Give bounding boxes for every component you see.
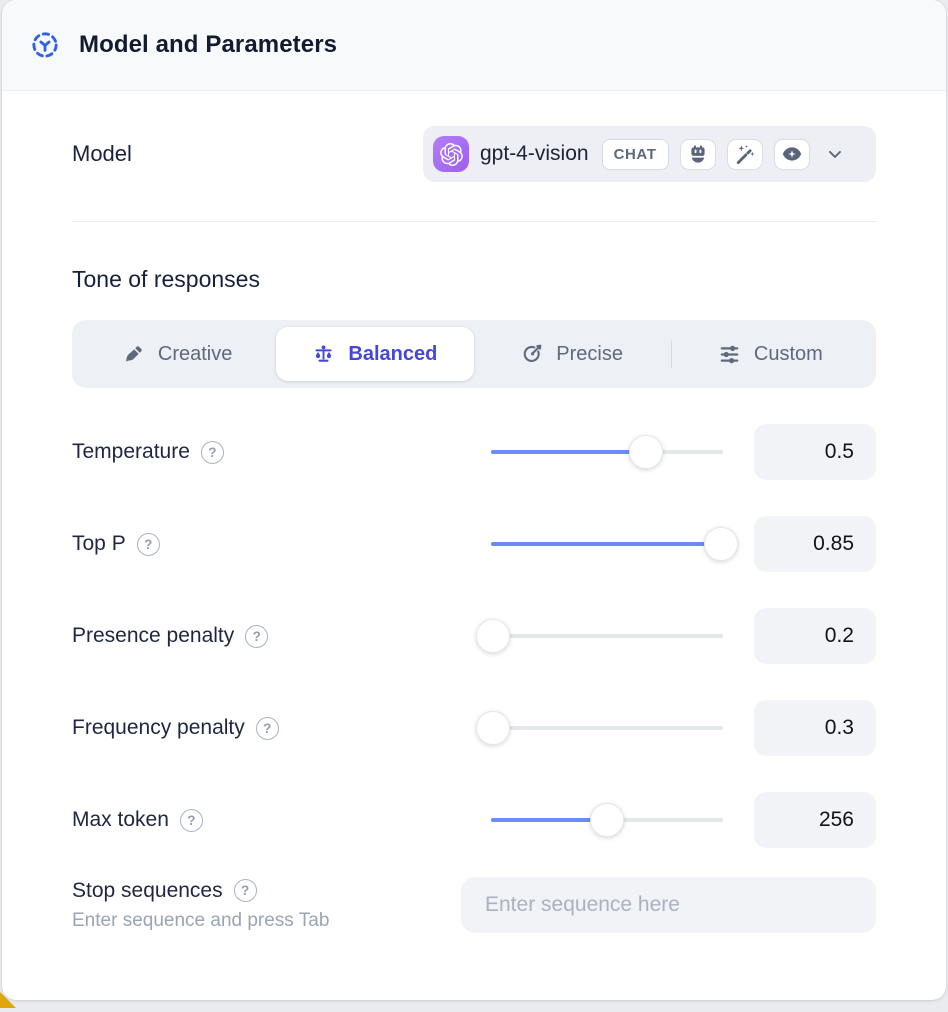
parameter-label-wrap: Max token (72, 808, 491, 832)
stop-sequence-input[interactable] (461, 877, 876, 933)
top-p-value[interactable]: 0.85 (754, 516, 876, 572)
stop-sequences-helper-text: Enter sequence and press Tab (72, 909, 330, 931)
slider-fill (491, 542, 721, 546)
tab-precise[interactable]: Precise (474, 327, 671, 381)
frequency-penalty-slider[interactable] (476, 711, 723, 745)
stop-sequences-row: Stop sequences Enter sequence and press … (72, 877, 876, 933)
temperature-label: Temperature (72, 440, 190, 463)
sliders-icon (718, 343, 741, 366)
slider-fill (491, 818, 607, 822)
help-icon[interactable] (136, 532, 160, 556)
slider-thumb[interactable] (476, 619, 511, 653)
parameter-label-wrap: Frequency penalty (72, 716, 491, 740)
tab-label: Custom (753, 342, 823, 365)
openai-logo-icon (433, 136, 469, 172)
model-hub-icon (30, 30, 60, 60)
tab-balanced[interactable]: Balanced (276, 327, 474, 381)
tab-separator (670, 340, 672, 368)
panel-title: Model and Parameters (79, 31, 338, 58)
top-p-label: Top P (72, 532, 126, 555)
panel-header: Model and Parameters (2, 0, 946, 91)
slider-thumb[interactable] (590, 803, 624, 837)
tone-section-title: Tone of responses (72, 266, 260, 292)
paintbrush-icon (123, 343, 145, 365)
tab-label: Precise (556, 342, 623, 365)
slider-track[interactable] (491, 634, 723, 638)
robot-icon (679, 138, 716, 170)
target-icon (521, 343, 543, 365)
magic-wand-icon (726, 138, 763, 170)
tab-custom[interactable]: Custom (672, 327, 869, 381)
stop-sequences-label: Stop sequences (72, 878, 223, 902)
top-p-slider[interactable] (491, 527, 738, 561)
help-icon[interactable] (200, 440, 224, 464)
slider-thumb[interactable] (476, 711, 511, 745)
parameter-row-temperature: Temperature 0.5 (72, 424, 876, 480)
parameter-label-wrap: Temperature (72, 440, 491, 464)
max-token-label: Max token (72, 808, 169, 831)
model-select[interactable]: gpt-4-vision CHAT (423, 126, 876, 182)
presence-penalty-slider[interactable] (476, 619, 723, 653)
max-token-value[interactable]: 256 (754, 792, 876, 848)
parameter-row-frequency-penalty: Frequency penalty 0.3 (72, 700, 876, 756)
frequency-penalty-label: Frequency penalty (72, 716, 245, 739)
model-row: Model gpt-4-vision CHAT (72, 126, 876, 182)
section-divider (72, 221, 876, 222)
tab-label: Creative (157, 342, 233, 365)
selected-model-name: gpt-4-vision (480, 142, 589, 165)
tone-tab-bar: Creative Balanced (72, 320, 876, 388)
presence-penalty-label: Presence penalty (72, 624, 235, 647)
help-icon[interactable] (179, 808, 203, 832)
help-icon[interactable] (233, 879, 257, 902)
balance-scale-icon (312, 343, 335, 366)
vision-eye-icon (773, 138, 810, 170)
slider-track[interactable] (491, 726, 723, 730)
tab-creative[interactable]: Creative (79, 327, 276, 381)
tab-label: Balanced (348, 342, 438, 365)
slider-fill (491, 450, 647, 454)
parameter-label-wrap: Top P (72, 532, 491, 556)
chat-type-badge: CHAT (601, 138, 669, 170)
max-token-slider[interactable] (491, 803, 723, 837)
parameter-row-presence-penalty: Presence penalty 0.2 (72, 608, 876, 664)
presence-penalty-value[interactable]: 0.2 (754, 608, 876, 664)
model-label: Model (72, 141, 132, 166)
temperature-slider[interactable] (491, 435, 723, 469)
temperature-value[interactable]: 0.5 (754, 424, 876, 480)
frequency-penalty-value[interactable]: 0.3 (754, 700, 876, 756)
parameter-label-wrap: Presence penalty (72, 624, 491, 648)
chevron-down-icon[interactable] (825, 144, 845, 164)
slider-thumb[interactable] (629, 435, 664, 469)
parameter-row-top-p: Top P 0.85 (72, 516, 876, 572)
help-icon[interactable] (255, 716, 279, 740)
stop-sequences-labels: Stop sequences Enter sequence and press … (72, 879, 461, 932)
slider-thumb[interactable] (703, 527, 738, 561)
parameter-row-max-token: Max token 256 (72, 792, 876, 848)
help-icon[interactable] (245, 624, 269, 648)
